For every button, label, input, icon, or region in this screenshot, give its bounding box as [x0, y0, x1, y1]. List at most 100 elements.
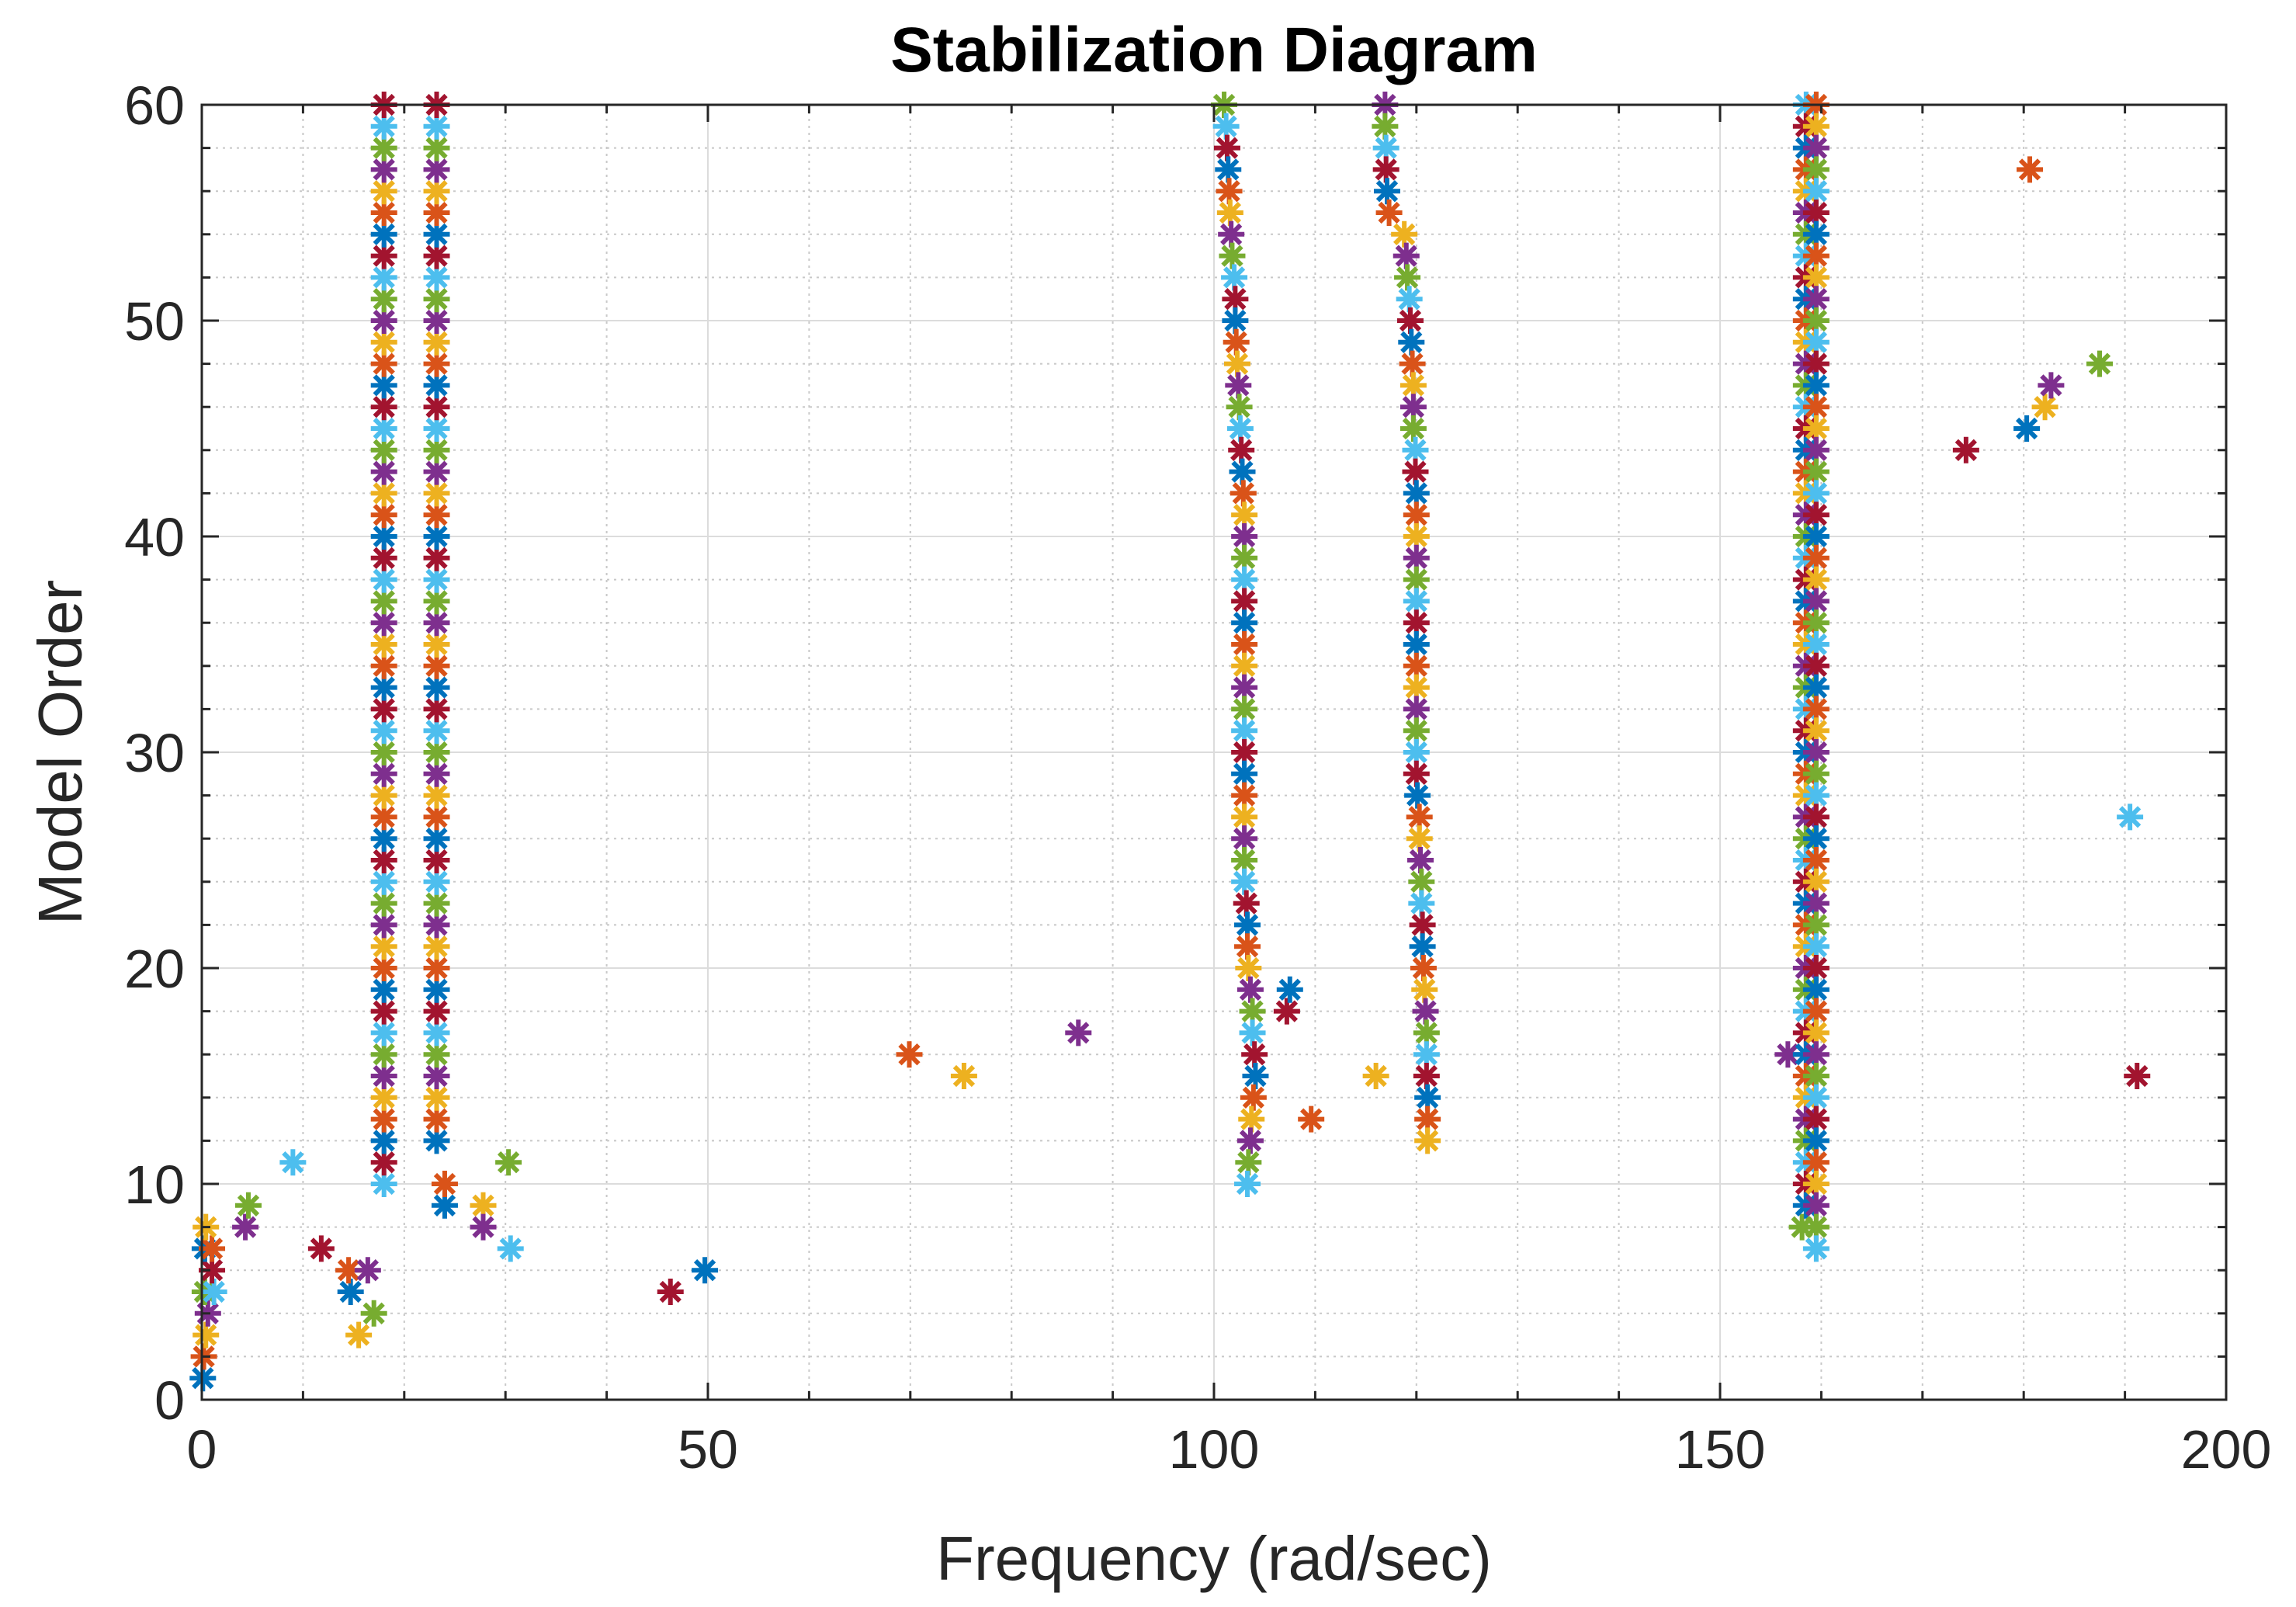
data-point-marker [1298, 1105, 1325, 1133]
data-point-marker [1375, 200, 1403, 226]
data-point-marker [1222, 307, 1249, 334]
data-point-marker [423, 1105, 450, 1133]
data-point-marker [345, 1321, 373, 1348]
data-point-marker [692, 1257, 719, 1284]
data-point-marker [2117, 804, 2144, 831]
data-point-marker [370, 178, 397, 205]
data-point-marker [370, 1105, 397, 1133]
data-point-marker [1234, 911, 1261, 939]
data-point-marker [1802, 674, 1830, 701]
data-point-marker [1802, 782, 1830, 809]
data-point-marker [1234, 1171, 1261, 1197]
data-point-marker [1218, 220, 1245, 248]
data-point-marker [1230, 480, 1257, 507]
y-tick-label: 0 [154, 1370, 185, 1431]
data-point-marker [431, 1192, 458, 1219]
data-point-marker [497, 1235, 524, 1262]
data-point-marker [495, 1149, 522, 1176]
data-point-marker [1802, 1019, 1830, 1046]
data-point-marker [370, 890, 397, 917]
data-point-marker [1774, 1041, 1802, 1068]
data-point-marker [199, 1235, 226, 1262]
data-point-marker [423, 200, 450, 226]
data-point-marker [354, 1257, 381, 1284]
y-tick-label: 50 [124, 291, 185, 352]
data-point-marker [1952, 436, 1979, 463]
data-point-marker [423, 566, 450, 593]
data-point-marker [1212, 113, 1240, 140]
y-tick-label: 40 [124, 507, 185, 567]
data-point-marker [1802, 113, 1830, 140]
data-point-marker [1372, 134, 1399, 161]
data-point-marker [1802, 1235, 1830, 1262]
data-point-marker [370, 134, 397, 161]
data-point-marker [1226, 415, 1254, 442]
data-point-marker [2031, 394, 2058, 421]
data-point-marker [370, 847, 397, 873]
data-point-marker [370, 394, 397, 421]
data-point-marker [1396, 307, 1424, 334]
data-point-marker [1802, 1063, 1830, 1089]
x-tick-label: 0 [187, 1419, 217, 1480]
data-point-marker [1802, 998, 1830, 1025]
data-point-marker [1213, 134, 1240, 161]
data-point-marker [1404, 782, 1431, 809]
y-axis-label: Model Order [26, 580, 95, 925]
data-point-marker [1802, 200, 1830, 226]
data-point-marker [657, 1279, 684, 1305]
data-point-marker [370, 436, 397, 463]
data-point-marker [307, 1235, 335, 1262]
data-point-marker [370, 652, 397, 679]
x-tick-label: 100 [1169, 1419, 1260, 1480]
data-point-marker [423, 178, 450, 205]
data-point-marker [1399, 372, 1427, 399]
data-point-marker [370, 1127, 397, 1154]
data-point-marker [370, 502, 397, 529]
data-point-marker [1802, 976, 1830, 1003]
data-point-marker [1802, 1213, 1830, 1241]
data-point-marker [1065, 1019, 1092, 1046]
data-point-marker [431, 1171, 458, 1197]
data-point-marker [370, 415, 397, 442]
data-point-marker [370, 696, 397, 723]
data-point-marker [1233, 890, 1260, 917]
data-point-marker [950, 1063, 977, 1089]
data-point-marker [470, 1192, 497, 1219]
tick-labels: 0 50 100 150 200 0 10 20 30 40 50 60 [124, 75, 2271, 1480]
data-point-marker [1239, 1019, 1266, 1046]
data-point-marker [2086, 350, 2113, 377]
data-point-marker [1802, 609, 1830, 637]
data-point-marker [1802, 480, 1830, 507]
data-point-marker [423, 523, 450, 550]
data-point-marker [1414, 1127, 1441, 1154]
data-point-marker [370, 825, 397, 852]
data-point-marker [1802, 134, 1830, 161]
data-point-marker [1231, 502, 1258, 529]
data-point-marker [423, 911, 450, 939]
data-point-marker [1802, 739, 1830, 765]
data-point-marker [1403, 717, 1430, 744]
data-point-marker [1403, 502, 1430, 529]
data-point-marker [470, 1213, 497, 1241]
data-point-marker [423, 1019, 450, 1046]
data-point-marker [370, 717, 397, 744]
data-point-marker [1802, 220, 1830, 248]
data-point-marker [423, 955, 450, 981]
data-point-marker [423, 609, 450, 637]
data-point-marker [423, 415, 450, 442]
data-point-marker [423, 998, 450, 1025]
data-point-marker [1276, 976, 1303, 1003]
data-point-marker [2013, 415, 2041, 442]
y-tick-label: 30 [124, 723, 185, 783]
data-point-marker [1408, 868, 1435, 895]
data-point-marker [1403, 739, 1430, 765]
data-point-marker [370, 1019, 397, 1046]
data-point-marker [423, 825, 450, 852]
data-point-marker [1407, 847, 1434, 873]
data-markers [189, 92, 2151, 1392]
chart-title: Stabilization Diagram [890, 15, 1538, 85]
data-point-marker [1802, 264, 1830, 291]
data-point-marker [234, 1192, 262, 1219]
